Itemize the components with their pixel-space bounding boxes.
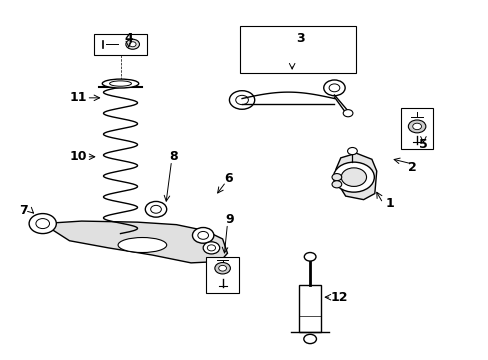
Text: 5: 5 (418, 138, 427, 151)
Text: 6: 6 (224, 172, 233, 185)
Text: 10: 10 (69, 150, 87, 163)
Bar (94, 33, 147, 55)
Bar (401, 108, 432, 149)
Ellipse shape (118, 238, 166, 252)
Circle shape (331, 174, 341, 181)
Text: 9: 9 (225, 213, 234, 226)
Text: 8: 8 (169, 150, 178, 163)
Text: 3: 3 (296, 32, 304, 45)
Bar (299, 285, 320, 332)
Circle shape (145, 202, 166, 217)
Text: 11: 11 (69, 91, 87, 104)
Circle shape (347, 148, 357, 155)
Text: 12: 12 (330, 291, 347, 304)
Text: 7: 7 (20, 204, 28, 217)
Circle shape (407, 120, 425, 133)
Circle shape (323, 80, 345, 96)
Circle shape (341, 168, 366, 186)
Circle shape (331, 181, 341, 188)
Polygon shape (42, 221, 227, 263)
Circle shape (129, 42, 136, 47)
Circle shape (333, 162, 373, 192)
Bar (239, 26, 356, 73)
Bar (205, 257, 239, 293)
Circle shape (218, 265, 226, 271)
Circle shape (125, 39, 139, 49)
Circle shape (214, 262, 230, 274)
Circle shape (29, 213, 56, 234)
Text: 4: 4 (124, 32, 133, 45)
Text: 1: 1 (385, 197, 394, 210)
Text: 2: 2 (407, 161, 416, 174)
Circle shape (192, 228, 213, 243)
Circle shape (304, 252, 315, 261)
Circle shape (203, 242, 219, 254)
Circle shape (343, 110, 352, 117)
Circle shape (229, 91, 254, 109)
Ellipse shape (102, 79, 139, 88)
Polygon shape (335, 153, 376, 200)
Circle shape (412, 123, 421, 130)
Circle shape (303, 334, 316, 343)
